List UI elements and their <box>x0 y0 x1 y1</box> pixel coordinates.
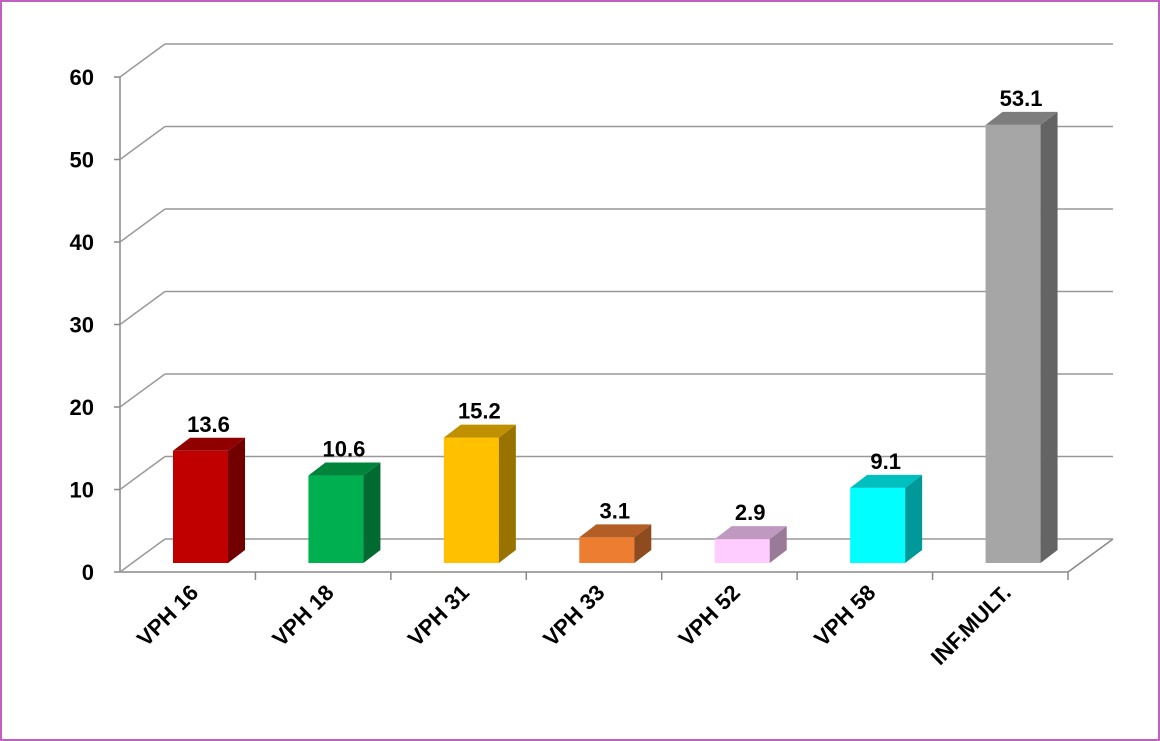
y-tick-label: 40 <box>70 230 94 255</box>
bar-top <box>714 526 787 540</box>
bar-top <box>579 524 652 538</box>
bar-side <box>1040 111 1058 564</box>
bar <box>714 539 770 563</box>
grid-line-diagonal <box>119 373 166 408</box>
grid-line-diagonal <box>119 538 166 573</box>
bar-side <box>905 474 923 563</box>
y-tick-label: 50 <box>70 148 94 173</box>
bar <box>308 475 364 563</box>
bar-top <box>173 437 245 451</box>
grid-line-diagonal <box>119 125 166 161</box>
y-tick-label: 10 <box>70 478 94 503</box>
grid-line-diagonal <box>119 455 166 491</box>
y-tick-label: 20 <box>70 395 94 420</box>
bar-side <box>228 437 245 563</box>
bar-side <box>363 462 381 563</box>
y-tick-label: 60 <box>70 65 94 90</box>
bar <box>443 437 499 563</box>
grid-line-diagonal <box>119 290 166 326</box>
value-label: 2.9 <box>735 500 766 525</box>
y-tick-label: 30 <box>70 313 94 338</box>
value-label: 10.6 <box>323 437 366 462</box>
bar <box>850 487 906 563</box>
bar <box>173 450 228 563</box>
bar <box>985 124 1041 564</box>
bar-side <box>634 524 652 563</box>
value-label: 9.1 <box>870 449 901 474</box>
bar-top <box>985 111 1058 125</box>
grid-line-diagonal <box>119 208 166 243</box>
y-tick-label: 0 <box>82 560 94 585</box>
grid-line-diagonal <box>119 43 166 78</box>
value-label: 53.1 <box>1000 86 1043 111</box>
bar-top <box>850 474 923 488</box>
bar-top <box>308 462 381 476</box>
value-label: 15.2 <box>458 399 501 424</box>
bar-side <box>498 424 516 563</box>
bar-side <box>769 526 787 563</box>
bar <box>579 537 635 563</box>
floor-side <box>1067 538 1114 573</box>
bar-top <box>443 424 516 438</box>
value-label: 13.6 <box>187 412 230 437</box>
value-label: 3.1 <box>599 498 630 523</box>
